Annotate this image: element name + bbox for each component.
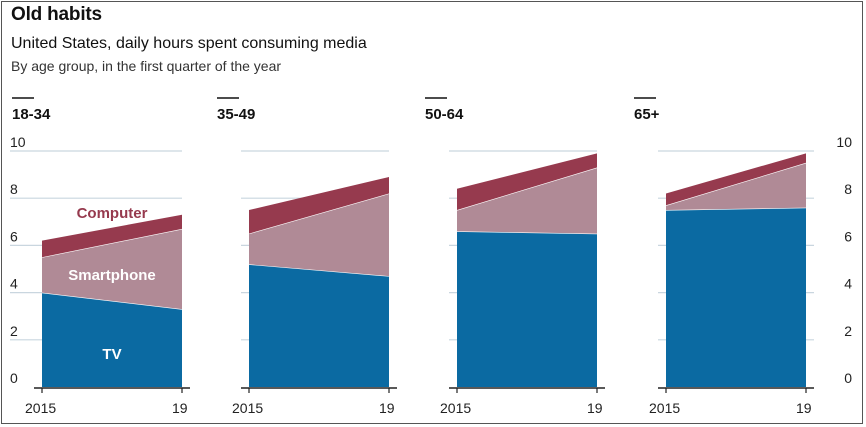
area-computer: [666, 153, 806, 206]
y-tick-label-left: 10: [10, 134, 26, 150]
area-computer: [42, 214, 182, 258]
x-tick-label: 19: [379, 400, 395, 416]
series-label-smartphone: Smartphone: [68, 267, 156, 284]
y-tick-label-right: 6: [844, 228, 852, 244]
x-tick-label: 2015: [440, 400, 471, 416]
area-smartphone: [666, 162, 806, 210]
chart-note: By age group, in the first quarter of th…: [11, 58, 282, 74]
x-tick-label: 19: [796, 400, 812, 416]
area-tv: [666, 207, 806, 387]
area-tv: [249, 264, 389, 387]
y-tick-label-right: 8: [844, 181, 852, 197]
panel-label: 65+: [634, 106, 660, 123]
x-tick-label: 2015: [649, 400, 680, 416]
series-label-computer: Computer: [77, 205, 148, 222]
y-tick-label-left: 4: [10, 276, 18, 292]
y-tick-label-left: 6: [10, 228, 18, 244]
area-tv: [457, 231, 597, 387]
x-tick-label: 19: [172, 400, 188, 416]
y-tick-label-right: 10: [836, 134, 852, 150]
x-tick-label: 19: [587, 400, 603, 416]
y-tick-label-right: 0: [844, 370, 852, 386]
area-tv: [42, 292, 182, 387]
y-tick-label-right: 2: [844, 323, 852, 339]
panel-label: 35-49: [217, 106, 255, 123]
x-tick-label: 2015: [232, 400, 263, 416]
area-smartphone: [249, 193, 389, 277]
panel-label: 50-64: [425, 106, 464, 123]
series-label-tv: TV: [102, 346, 121, 363]
x-tick-label: 2015: [25, 400, 56, 416]
area-smartphone: [42, 228, 182, 310]
area-smartphone: [457, 167, 597, 234]
area-computer: [249, 176, 389, 234]
chart-subtitle: United States, daily hours spent consumi…: [11, 35, 367, 52]
area-computer: [457, 153, 597, 210]
y-tick-label-left: 8: [10, 181, 18, 197]
y-tick-label-left: 2: [10, 323, 18, 339]
y-tick-label-right: 4: [844, 276, 852, 292]
y-tick-label-left: 0: [10, 370, 18, 386]
chart-title: Old habits: [11, 4, 102, 25]
panel-label: 18-34: [12, 106, 51, 123]
